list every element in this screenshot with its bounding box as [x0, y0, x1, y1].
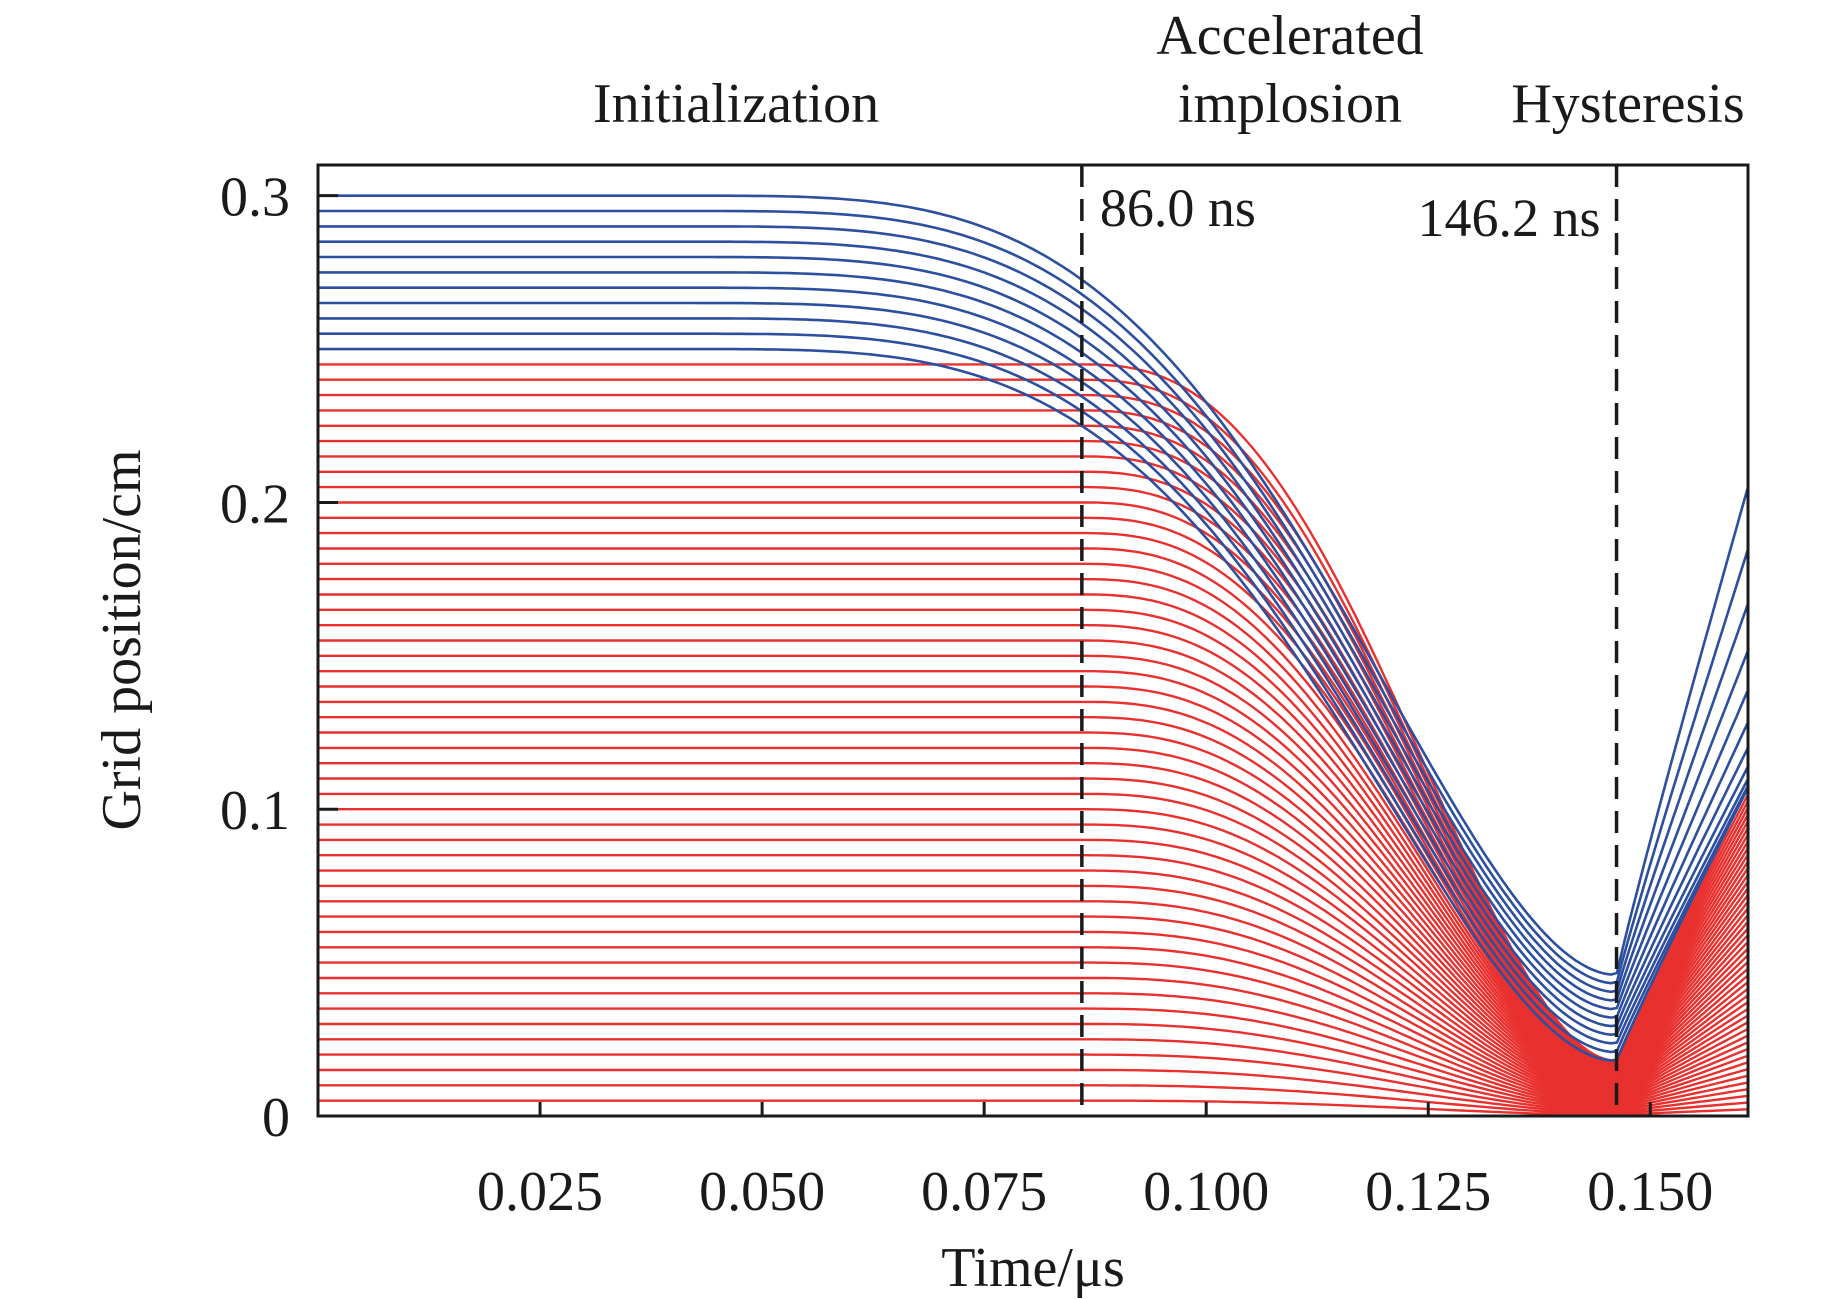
series-line-inner: [318, 1022, 1748, 1111]
series-line-inner: [318, 700, 1748, 1087]
series-line-inner: [318, 624, 1748, 1081]
series-line-inner: [318, 670, 1748, 1085]
phase-marker-label: 146.2 ns: [1418, 188, 1601, 248]
phase-label-implosion: implosion: [1178, 73, 1402, 135]
series-line-inner: [318, 838, 1748, 1097]
series-line-outer: [318, 255, 1748, 1011]
series-line-inner: [318, 1084, 1748, 1115]
series-line-inner: [318, 1068, 1748, 1114]
series-line-outer: [318, 301, 1748, 1037]
series-line-outer: [318, 194, 1748, 976]
phase-label-hysteresis: Hysteresis: [1511, 73, 1744, 135]
series-line-inner: [318, 946, 1748, 1105]
series-line-inner: [318, 1038, 1748, 1112]
series-line-inner: [318, 378, 1748, 1063]
series-line-inner: [318, 854, 1748, 1098]
x-tick-label: 0.100: [1143, 1161, 1269, 1223]
series-line-inner: [318, 869, 1748, 1100]
series-line-outer: [318, 225, 1748, 994]
series-line-inner: [318, 915, 1748, 1103]
y-tick-label: 0.2: [220, 473, 290, 535]
y-tick-label: 0.3: [220, 167, 290, 229]
series-line-inner: [318, 562, 1748, 1077]
series-line-outer: [318, 286, 1748, 1028]
phase-markers: 86.0 ns 146.2 ns: [1080, 165, 1619, 1116]
series-line-inner: [318, 976, 1748, 1108]
series-line-outer: [318, 347, 1748, 1062]
series-line-inner: [318, 593, 1748, 1079]
series-line-outer: [318, 209, 1748, 985]
series-line-inner: [318, 654, 1748, 1084]
series-line-inner: [318, 685, 1748, 1086]
phase-label-accelerated: Accelerated: [1156, 5, 1423, 67]
series-line-outer: [318, 317, 1748, 1045]
y-tick-label: 0.1: [220, 780, 290, 842]
series-line-inner: [318, 639, 1748, 1083]
x-tick-label: 0.025: [477, 1161, 603, 1223]
series-line-inner: [318, 470, 1748, 1070]
x-tick-label: 0.125: [1365, 1161, 1491, 1223]
series-line-inner: [318, 393, 1748, 1064]
y-axis: 0 0.1 0.2 0.3: [220, 167, 338, 1149]
plot-frame: [316, 163, 1750, 1118]
phase-marker-label: 86.0 ns: [1100, 178, 1256, 238]
series-lines: [318, 194, 1748, 1116]
series-line-inner: [318, 439, 1748, 1068]
series-line-inner: [318, 547, 1748, 1076]
series-line-inner: [318, 930, 1748, 1104]
series-line-inner: [318, 608, 1748, 1080]
series-line-inner: [318, 1007, 1748, 1110]
series-line-inner: [318, 992, 1748, 1109]
series-line-inner: [318, 792, 1748, 1094]
y-axis-title: Grid position/cm: [91, 449, 153, 830]
series-line-inner: [318, 731, 1748, 1089]
phase-label-initialization: Initialization: [593, 73, 879, 135]
series-line-inner: [318, 516, 1748, 1073]
series-line-inner: [318, 961, 1748, 1106]
x-axis-title: Time/μs: [941, 1237, 1125, 1299]
series-line-inner: [318, 777, 1748, 1093]
series-line-inner: [318, 762, 1748, 1092]
series-line-inner: [318, 1099, 1748, 1116]
y-tick-label: 0: [262, 1087, 290, 1149]
x-tick-label: 0.050: [699, 1161, 825, 1223]
series-line-inner: [318, 424, 1748, 1067]
series-line-inner: [318, 577, 1748, 1078]
series-line-inner: [318, 716, 1748, 1088]
series-line-outer: [318, 271, 1748, 1019]
series-line-outer: [318, 240, 1748, 1002]
series-line-inner: [318, 1053, 1748, 1113]
series-line-inner: [318, 900, 1748, 1102]
series-line-inner: [318, 746, 1748, 1091]
series-line-outer: [318, 332, 1748, 1054]
series-line-inner: [318, 808, 1748, 1095]
x-tick-label: 0.150: [1587, 1161, 1713, 1223]
series-line-inner: [318, 884, 1748, 1101]
series-line-inner: [318, 823, 1748, 1096]
x-tick-label: 0.075: [921, 1161, 1047, 1223]
x-axis: 0.025 0.050 0.075 0.100 0.125 0.150: [477, 1102, 1713, 1223]
